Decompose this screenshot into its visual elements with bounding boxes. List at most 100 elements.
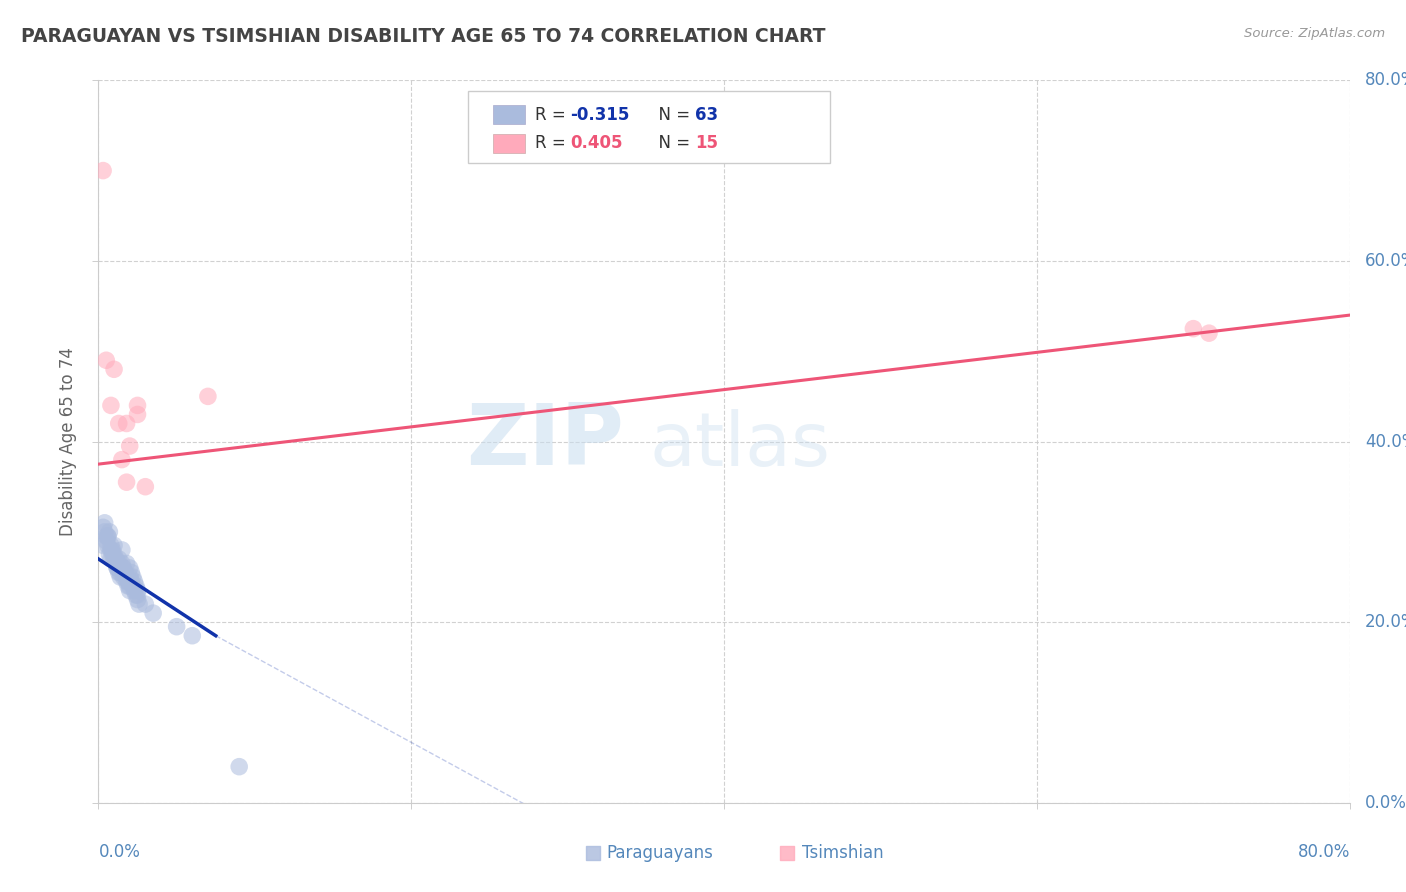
Point [117, 579, 139, 593]
Point [107, 566, 129, 580]
Point [100, 552, 122, 566]
Point [100, 538, 122, 552]
Point [125, 579, 148, 593]
Text: ZIP: ZIP [467, 400, 624, 483]
Point [127, 583, 149, 598]
Point [117, 574, 139, 589]
Point [128, 597, 150, 611]
FancyBboxPatch shape [492, 105, 524, 124]
Point [134, 480, 156, 494]
Point [127, 592, 149, 607]
Point [107, 552, 129, 566]
Point [118, 579, 141, 593]
Text: 20.0%: 20.0% [1365, 613, 1406, 632]
Point [115, 557, 138, 571]
Point [124, 583, 146, 598]
Point [704, 859, 727, 873]
Point [197, 389, 219, 403]
Text: 0.0%: 0.0% [1365, 794, 1406, 812]
Point [115, 417, 138, 431]
Point [96, 529, 118, 543]
Point [93, 516, 115, 530]
Point [98, 524, 121, 539]
Point [101, 542, 124, 557]
Point [112, 561, 135, 575]
Point [91, 163, 114, 178]
Point [97, 529, 120, 543]
Text: N =: N = [648, 135, 695, 153]
Point [121, 579, 143, 593]
Point [110, 570, 132, 584]
Point [112, 566, 135, 580]
Point [127, 408, 149, 422]
Text: 0.405: 0.405 [571, 135, 623, 153]
FancyBboxPatch shape [492, 134, 524, 153]
Text: PARAGUAYAN VS TSIMSHIAN DISABILITY AGE 65 TO 74 CORRELATION CHART: PARAGUAYAN VS TSIMSHIAN DISABILITY AGE 6… [21, 27, 825, 45]
Text: atlas: atlas [650, 409, 830, 482]
Point [115, 475, 138, 490]
Point [111, 561, 134, 575]
Point [111, 542, 134, 557]
Point [97, 529, 120, 543]
Point [166, 620, 188, 634]
Point [228, 760, 250, 774]
Point [96, 353, 118, 368]
Point [948, 859, 970, 873]
Point [120, 574, 142, 589]
Point [105, 561, 128, 575]
Point [1182, 321, 1205, 335]
Point [98, 548, 121, 562]
Point [1198, 326, 1220, 340]
Text: -0.315: -0.315 [571, 105, 630, 123]
Point [114, 566, 136, 580]
Text: 80.0%: 80.0% [1365, 71, 1406, 89]
Point [118, 570, 141, 584]
Point [110, 566, 132, 580]
Point [103, 548, 125, 562]
Point [111, 452, 134, 467]
Point [93, 524, 115, 539]
Point [118, 583, 141, 598]
Point [101, 548, 124, 562]
Point [105, 561, 128, 575]
Point [125, 588, 148, 602]
Point [112, 570, 135, 584]
Text: 40.0%: 40.0% [1365, 433, 1406, 450]
Point [118, 439, 141, 453]
Text: R =: R = [536, 135, 571, 153]
Text: Tsimshian: Tsimshian [801, 845, 883, 863]
Point [120, 566, 142, 580]
Text: R =: R = [536, 105, 571, 123]
FancyBboxPatch shape [468, 91, 831, 163]
Text: 60.0%: 60.0% [1365, 252, 1406, 270]
Point [107, 417, 129, 431]
Point [104, 557, 127, 571]
Text: 0.0%: 0.0% [98, 843, 141, 861]
Point [105, 557, 128, 571]
Point [111, 557, 134, 571]
Point [104, 552, 127, 566]
Point [107, 557, 129, 571]
Y-axis label: Disability Age 65 to 74: Disability Age 65 to 74 [59, 347, 77, 536]
Text: 63: 63 [696, 105, 718, 123]
Point [134, 597, 156, 611]
Point [103, 552, 125, 566]
Point [114, 566, 136, 580]
Text: N =: N = [648, 105, 695, 123]
Text: Paraguayans: Paraguayans [606, 845, 713, 863]
Point [115, 574, 138, 589]
Text: Source: ZipAtlas.com: Source: ZipAtlas.com [1244, 27, 1385, 40]
Point [127, 588, 149, 602]
Point [103, 538, 125, 552]
Point [103, 362, 125, 376]
Point [91, 538, 114, 552]
Point [115, 570, 138, 584]
Point [96, 533, 118, 548]
Point [97, 538, 120, 552]
Point [124, 574, 146, 589]
Point [127, 398, 149, 412]
Point [181, 629, 204, 643]
Point [121, 570, 143, 584]
Text: 15: 15 [696, 135, 718, 153]
Point [100, 398, 122, 412]
